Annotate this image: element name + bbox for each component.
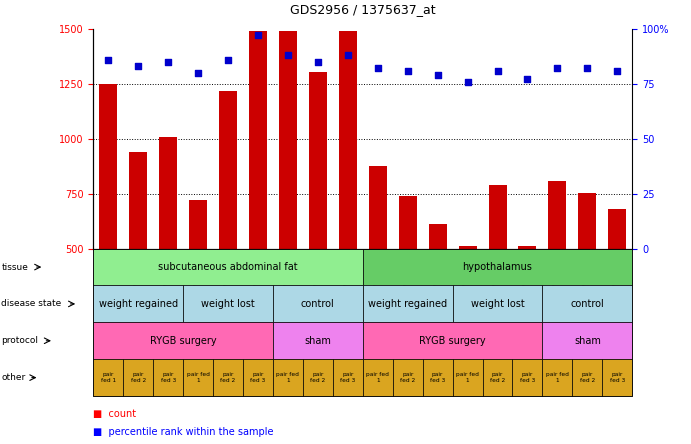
Text: protocol: protocol xyxy=(1,336,39,345)
Text: pair
fed 3: pair fed 3 xyxy=(160,372,176,383)
Point xyxy=(432,71,443,79)
Text: control: control xyxy=(571,299,604,309)
Text: pair
fed 2: pair fed 2 xyxy=(580,372,595,383)
Text: pair
fed 3: pair fed 3 xyxy=(250,372,265,383)
Bar xyxy=(339,31,357,359)
Text: control: control xyxy=(301,299,334,309)
Text: weight lost: weight lost xyxy=(471,299,524,309)
Bar xyxy=(399,196,417,359)
Point xyxy=(162,58,173,65)
Text: pair
fed 1: pair fed 1 xyxy=(101,372,116,383)
Bar xyxy=(189,200,207,359)
Bar xyxy=(279,31,297,359)
Text: sham: sham xyxy=(574,336,600,346)
Text: RYGB surgery: RYGB surgery xyxy=(419,336,486,346)
Text: pair fed
1: pair fed 1 xyxy=(456,372,479,383)
Point xyxy=(612,67,623,74)
Bar xyxy=(100,84,117,359)
Bar xyxy=(369,166,387,359)
Text: pair
fed 2: pair fed 2 xyxy=(220,372,236,383)
Bar xyxy=(608,209,626,359)
Bar xyxy=(219,91,237,359)
Text: pair
fed 3: pair fed 3 xyxy=(609,372,625,383)
Bar xyxy=(129,152,147,359)
Text: disease state: disease state xyxy=(1,299,61,309)
Text: other: other xyxy=(1,373,26,382)
Point xyxy=(103,56,114,63)
Text: pair fed
1: pair fed 1 xyxy=(187,372,209,383)
Bar xyxy=(518,246,536,359)
Text: weight regained: weight regained xyxy=(99,299,178,309)
Bar xyxy=(309,72,327,359)
Point xyxy=(342,52,353,59)
Point xyxy=(402,67,413,74)
Bar xyxy=(459,246,477,359)
Bar xyxy=(578,193,596,359)
Text: pair fed
1: pair fed 1 xyxy=(366,372,389,383)
Point xyxy=(552,65,563,72)
Text: pair
fed 3: pair fed 3 xyxy=(340,372,355,383)
Text: pair
fed 3: pair fed 3 xyxy=(520,372,535,383)
Point xyxy=(462,78,473,85)
Text: pair
fed 2: pair fed 2 xyxy=(310,372,325,383)
Bar xyxy=(159,137,177,359)
Text: pair fed
1: pair fed 1 xyxy=(276,372,299,383)
Point xyxy=(372,65,384,72)
Point xyxy=(252,32,263,39)
Text: weight regained: weight regained xyxy=(368,299,447,309)
Point xyxy=(283,52,294,59)
Text: weight lost: weight lost xyxy=(201,299,255,309)
Text: RYGB surgery: RYGB surgery xyxy=(150,336,216,346)
Text: pair
fed 2: pair fed 2 xyxy=(131,372,146,383)
Text: ■  percentile rank within the sample: ■ percentile rank within the sample xyxy=(93,427,274,436)
Text: GDS2956 / 1375637_at: GDS2956 / 1375637_at xyxy=(290,3,435,16)
Text: subcutaneous abdominal fat: subcutaneous abdominal fat xyxy=(158,262,298,272)
Point xyxy=(193,69,204,76)
Text: tissue: tissue xyxy=(1,262,28,272)
Bar xyxy=(549,181,567,359)
Point xyxy=(312,58,323,65)
Point xyxy=(492,67,503,74)
Text: pair
fed 3: pair fed 3 xyxy=(430,372,445,383)
Point xyxy=(133,63,144,70)
Text: ■  count: ■ count xyxy=(93,409,136,419)
Point xyxy=(223,56,234,63)
Bar xyxy=(489,185,507,359)
Point xyxy=(522,76,533,83)
Text: hypothalamus: hypothalamus xyxy=(462,262,533,272)
Text: pair
fed 2: pair fed 2 xyxy=(490,372,505,383)
Text: sham: sham xyxy=(305,336,331,346)
Text: pair fed
1: pair fed 1 xyxy=(546,372,569,383)
Bar xyxy=(249,31,267,359)
Text: pair
fed 2: pair fed 2 xyxy=(400,372,415,383)
Point xyxy=(582,65,593,72)
Bar xyxy=(428,225,446,359)
